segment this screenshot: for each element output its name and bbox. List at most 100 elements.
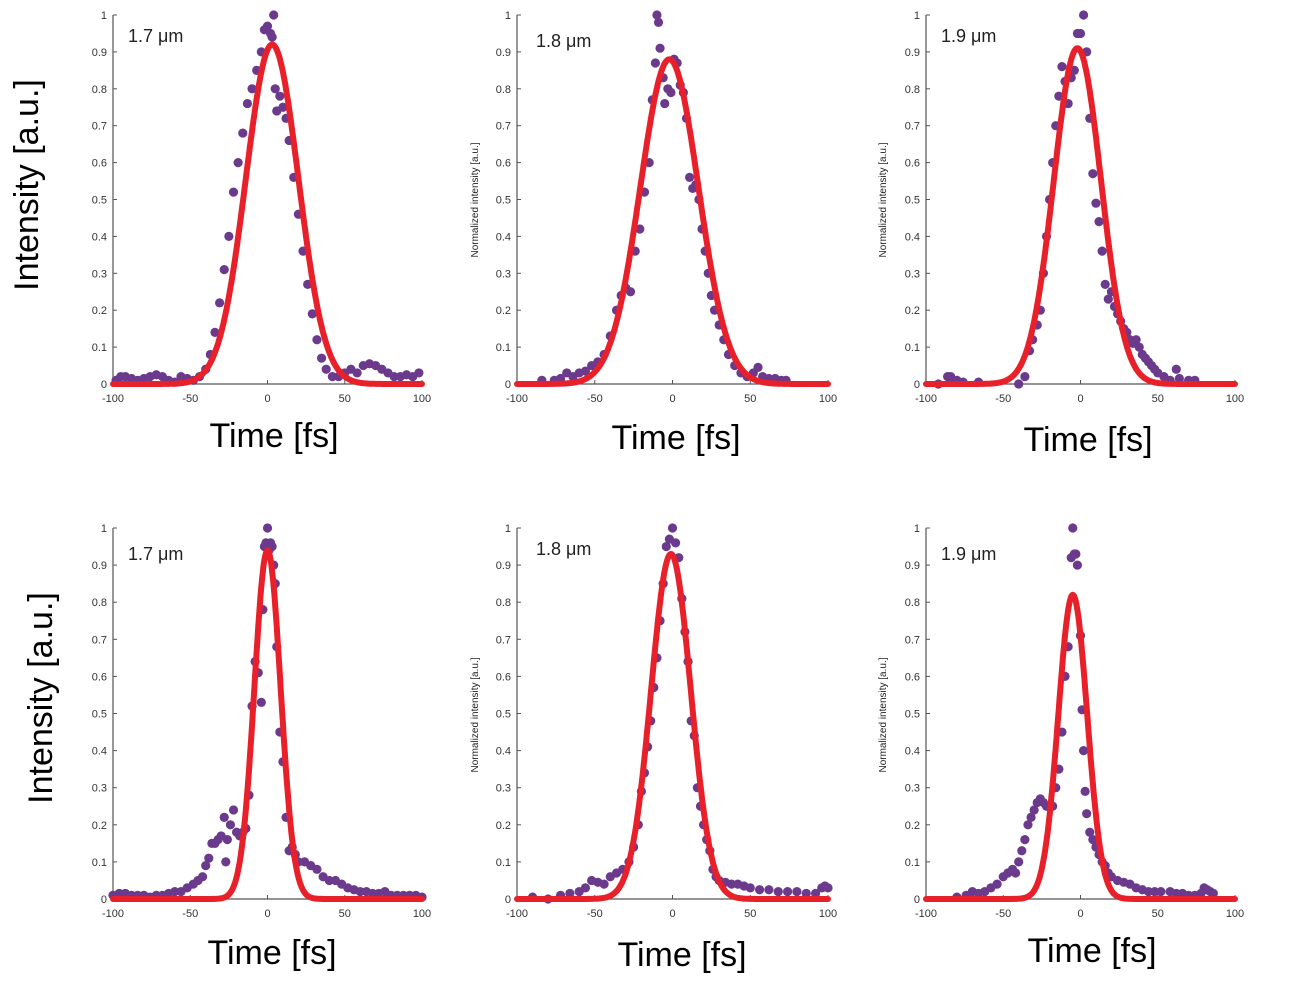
y-tick-label: 1 — [914, 523, 920, 535]
data-point — [316, 353, 327, 363]
x-tick-label: -100 — [915, 393, 937, 405]
y-axis-label: Intensity [a.u.] — [22, 592, 60, 804]
data-point — [599, 879, 609, 889]
data-point — [278, 102, 288, 112]
y-tick-label: 0.2 — [92, 820, 107, 832]
y-tick-label: 1 — [914, 10, 920, 22]
data-point — [661, 541, 671, 552]
data-point — [1075, 28, 1086, 39]
x-tick-label: 100 — [1226, 393, 1244, 405]
x-tick-label: 0 — [264, 393, 270, 405]
y-tick-label: 0.3 — [92, 783, 107, 795]
x-tick-label: -100 — [102, 393, 124, 405]
data-point — [655, 43, 665, 53]
y-tick-label: 0.8 — [905, 84, 920, 96]
y-tick-label: 0 — [914, 894, 920, 906]
y-tick-label: 0.5 — [496, 709, 511, 721]
y-tick-label: 0.1 — [905, 342, 920, 354]
data-point — [275, 91, 285, 101]
wavelength-label: 1.7 μm — [128, 544, 183, 564]
gaussian-fit-line — [923, 591, 1238, 902]
y-tick-label: 0.7 — [92, 634, 107, 646]
panel-top-left: 0 0.1 0.2 0.3 0.4 0.5 0.6 0.7 0.8 0.9 1 -100 -50 0 50 1… — [8, 10, 431, 455]
data-point — [666, 87, 676, 98]
gaussian-fit-line — [923, 45, 1238, 387]
data-point — [269, 10, 279, 20]
x-tick-label: -100 — [506, 908, 528, 920]
y-tick-label: 0.9 — [92, 47, 107, 59]
data-point — [201, 861, 211, 871]
data-point — [773, 886, 783, 897]
x-tick-label: -50 — [995, 393, 1011, 405]
data-point — [1100, 279, 1110, 289]
y-tick-label: 0.6 — [92, 158, 107, 170]
y-axis-label: Normalized intensity [a.u.] — [470, 142, 481, 257]
y-tick-label: 1 — [505, 10, 511, 22]
y-tick-label: 0.9 — [496, 560, 511, 572]
y-tick-label: 1 — [505, 523, 511, 535]
y-tick-label: 0.4 — [92, 231, 107, 243]
data-point — [801, 888, 811, 899]
x-tick-label: 0 — [1077, 393, 1083, 405]
data-point — [652, 10, 662, 20]
x-tick-label: 50 — [1152, 393, 1164, 405]
x-tick-label: 100 — [413, 908, 431, 920]
data-point — [1014, 857, 1024, 867]
y-tick-label: 0.7 — [496, 121, 511, 133]
x-tick-label: 100 — [413, 393, 431, 405]
y-tick-label: 0.3 — [496, 268, 511, 280]
y-axis-label: Normalized intensity [a.u.] — [878, 657, 889, 772]
data-point — [1080, 786, 1090, 797]
data-point — [219, 265, 229, 275]
y-tick-label: 0.4 — [92, 746, 107, 758]
wavelength-label: 1.8 μm — [536, 31, 591, 51]
data-point — [262, 21, 273, 31]
y-tick-label: 0.7 — [905, 634, 920, 646]
x-tick-label: -100 — [102, 908, 124, 920]
data-point — [660, 98, 670, 109]
y-tick-label: 0 — [914, 379, 920, 391]
data-point — [1094, 217, 1104, 227]
y-tick-label: 0.2 — [905, 820, 920, 832]
y-axis-label: Normalized intensity [a.u.] — [470, 657, 481, 772]
x-axis-label: Time [fs] — [1027, 932, 1156, 970]
data-point — [1020, 835, 1030, 845]
data-point — [1068, 523, 1078, 533]
data-point — [1156, 886, 1166, 897]
y-tick-label: 0.6 — [92, 671, 107, 683]
data-point — [1134, 342, 1144, 352]
x-tick-label: 0 — [669, 393, 675, 405]
data-point — [233, 158, 243, 168]
data-point — [321, 364, 331, 374]
data-point — [1020, 372, 1030, 382]
data-point — [1057, 62, 1067, 72]
data-point — [754, 885, 765, 895]
data-point — [650, 58, 660, 68]
data-point — [685, 172, 695, 182]
data-point — [1026, 812, 1036, 822]
x-tick-label: 0 — [669, 908, 675, 920]
y-tick-label: 0.7 — [496, 634, 511, 646]
data-point — [1082, 809, 1092, 819]
gaussian-fit-line — [110, 547, 425, 902]
y-tick-label: 0.4 — [496, 746, 511, 758]
x-axis-label: Time [fs] — [209, 417, 338, 455]
y-tick-label: 0.4 — [905, 231, 920, 243]
data-point — [782, 886, 793, 897]
data-point — [792, 886, 802, 897]
data-point — [247, 84, 257, 94]
gaussian-fit-line — [514, 551, 831, 902]
y-tick-label: 0.1 — [496, 342, 511, 354]
y-tick-label: 0.8 — [92, 597, 107, 609]
y-tick-label: 0.4 — [905, 746, 920, 758]
data-point — [204, 853, 214, 863]
y-tick-label: 0.1 — [92, 857, 107, 869]
x-axis-label: Time [fs] — [207, 934, 336, 972]
data-point — [228, 805, 239, 815]
data-point — [671, 538, 681, 548]
data-point — [1017, 846, 1027, 856]
y-tick-label: 0.5 — [496, 195, 511, 207]
data-point — [823, 883, 833, 893]
data-point — [198, 872, 208, 882]
